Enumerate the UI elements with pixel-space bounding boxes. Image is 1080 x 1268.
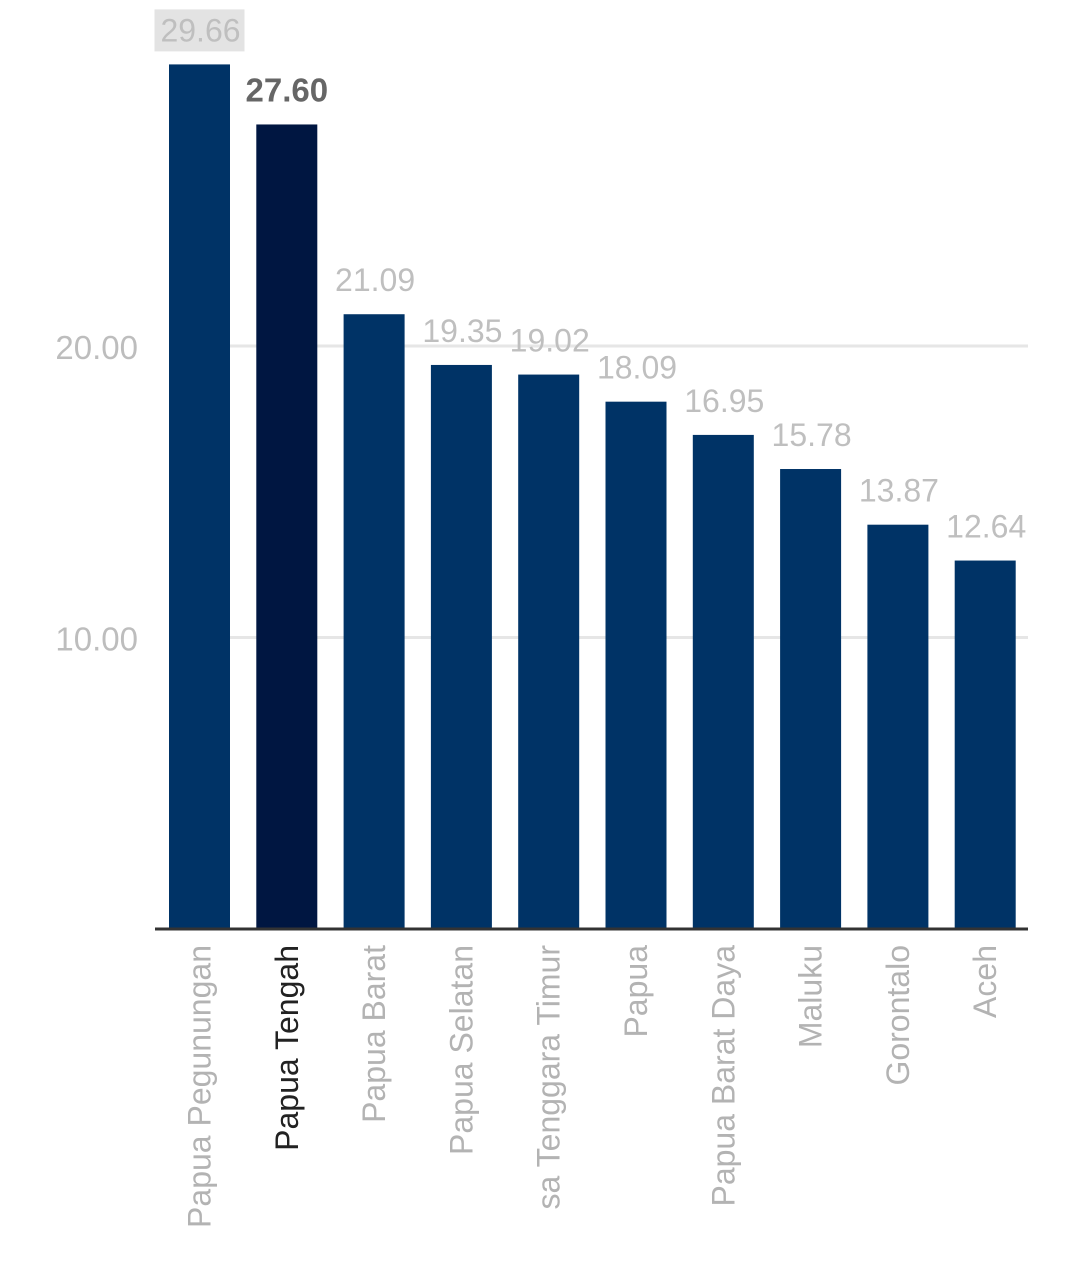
value-label: 19.02 — [510, 323, 590, 359]
value-label: 13.87 — [859, 473, 939, 509]
x-category-label: Papua Barat Daya — [705, 945, 741, 1207]
y-tick-label: 10.00 — [55, 621, 138, 658]
bar[interactable] — [256, 124, 318, 929]
bar[interactable] — [430, 364, 492, 929]
y-axis-ticks: 10.00 20.00 — [55, 329, 138, 658]
x-category-label: Papua Tengah — [269, 945, 305, 1151]
bar[interactable] — [780, 469, 842, 929]
value-label: 16.95 — [684, 383, 764, 419]
x-category-label: Gorontalo — [880, 945, 916, 1086]
bar[interactable] — [518, 374, 580, 929]
bar[interactable] — [954, 560, 1016, 929]
x-category-label: Aceh — [967, 945, 1003, 1018]
x-category-label: Papua Barat — [356, 945, 392, 1123]
value-label: 12.64 — [946, 509, 1026, 545]
bars — [169, 64, 1016, 929]
x-category-label: Papua Pegunungan — [182, 945, 218, 1228]
value-label: 15.78 — [772, 417, 852, 453]
bar[interactable] — [343, 314, 405, 929]
x-category-label: Maluku — [793, 945, 829, 1048]
x-category-label: Papua Selatan — [443, 945, 479, 1155]
x-category-label: sa Tenggara Timur — [531, 945, 567, 1210]
y-tick-label: 20.00 — [55, 329, 138, 366]
value-label: 27.60 — [246, 71, 329, 108]
value-label: 19.35 — [422, 313, 502, 349]
bar[interactable] — [605, 401, 667, 929]
bar[interactable] — [169, 64, 230, 929]
x-category-label: Papua — [618, 945, 654, 1038]
value-label: 21.09 — [335, 262, 415, 298]
bar[interactable] — [867, 524, 929, 929]
x-axis-labels: Papua Pegunungan Papua Tengah Papua Barat P… — [182, 945, 1004, 1228]
value-label-highlight-bg — [154, 9, 245, 52]
value-label: 18.09 — [597, 350, 677, 386]
bar[interactable] — [692, 434, 754, 929]
value-label: 29.66 — [160, 12, 240, 48]
